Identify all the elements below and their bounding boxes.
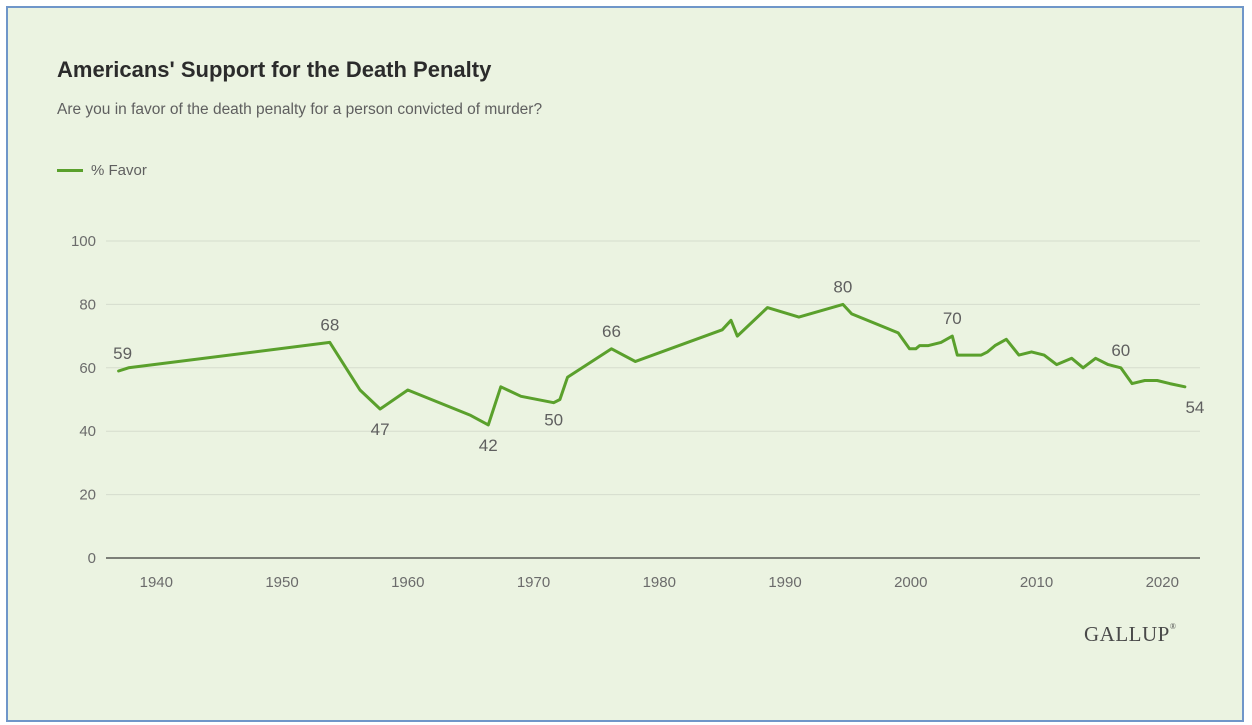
data-label: 42 [479,436,498,455]
registered-mark: ® [1169,622,1177,631]
data-label: 50 [544,411,563,430]
data-label: 47 [371,420,390,439]
x-tick-label: 1990 [768,574,801,591]
x-tick-label: 1970 [517,574,550,591]
x-tick-label: 1950 [265,574,298,591]
legend-label: % Favor [91,162,147,179]
y-tick-label: 80 [79,296,96,313]
data-labels: 59 68 47 42 50 66 80 70 60 54 [113,277,1204,454]
chart-title: Americans' Support for the Death Penalty [57,57,492,82]
legend: % Favor [57,162,147,179]
y-tick-label: 100 [71,233,96,250]
data-label: 60 [1111,341,1130,360]
data-label: 70 [943,309,962,328]
x-tick-label: 1980 [643,574,676,591]
y-tick-label: 40 [79,423,96,440]
y-tick-label: 20 [79,487,96,504]
series-line-favor [117,302,1187,427]
x-tick-label: 2020 [1146,574,1179,591]
gridlines [106,240,1200,496]
data-label: 54 [1185,398,1204,417]
legend-swatch [57,169,83,172]
data-label: 80 [833,277,852,296]
y-tick-label: 0 [88,550,96,567]
axes: 0 20 40 60 80 100 1940 1950 1960 1970 1980 1990 2000… [71,233,1200,591]
data-label: 66 [602,322,621,341]
x-tick-label: 1960 [391,574,424,591]
y-tick-label: 60 [79,360,96,377]
data-label: 68 [320,315,339,334]
x-tick-label: 2000 [894,574,927,591]
logo-text: GALLUP [1084,622,1170,646]
chart-subtitle: Are you in favor of the death penalty fo… [57,101,543,118]
data-label: 59 [113,344,132,363]
gallup-logo: GALLUP® [1084,622,1176,647]
x-tick-label: 2010 [1020,574,1053,591]
series-lines [117,302,1187,427]
x-tick-label: 1940 [140,574,173,591]
chart-frame [6,6,1244,722]
